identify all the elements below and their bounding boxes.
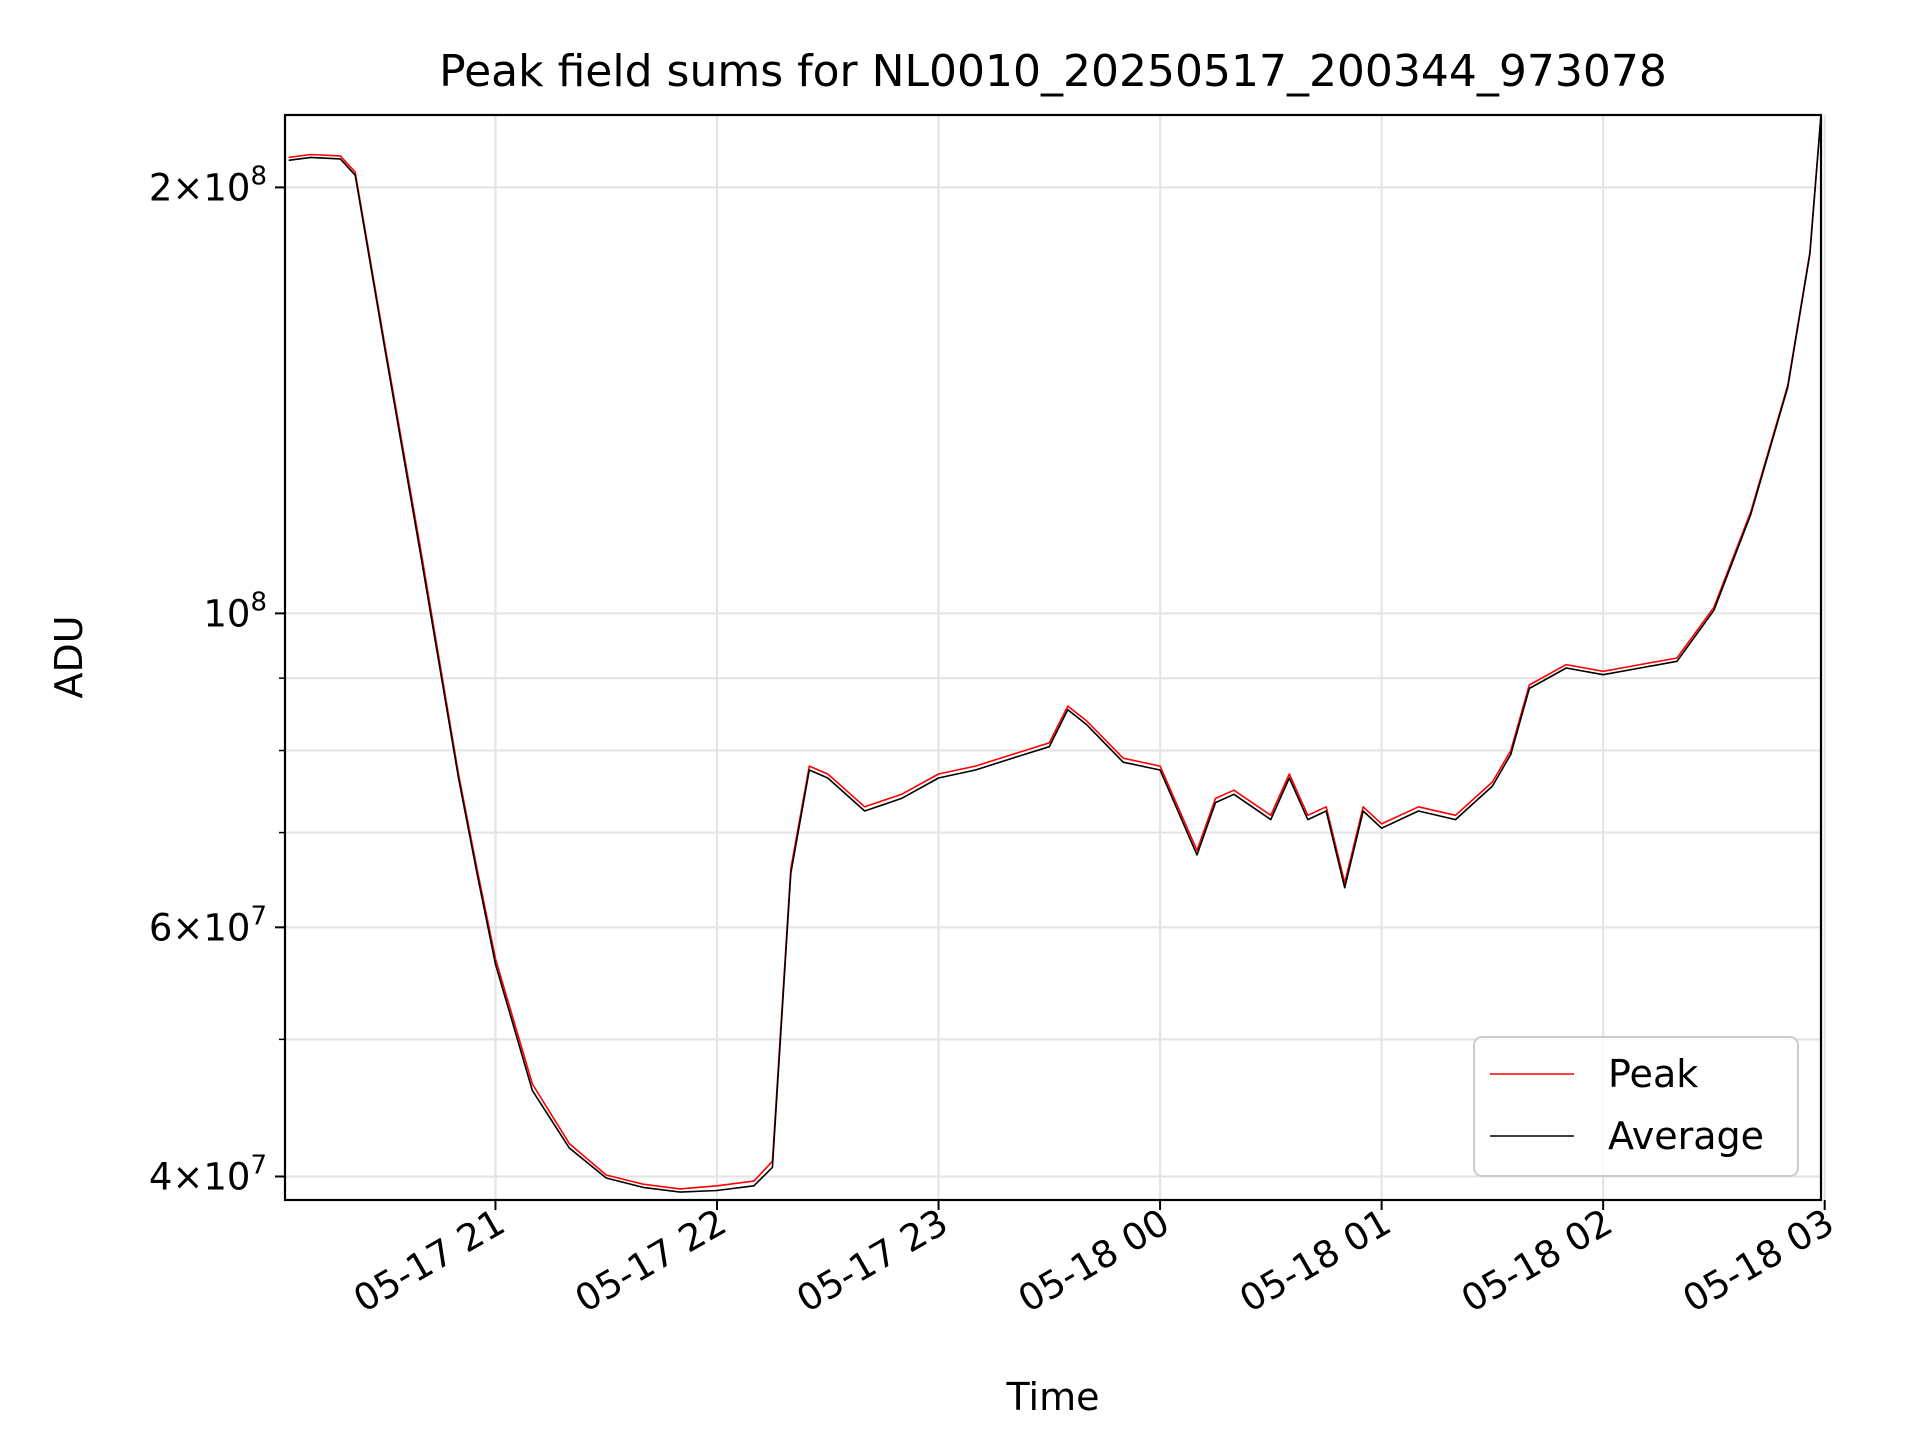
legend-box <box>1473 1036 1799 1177</box>
series-layer <box>288 114 1822 1193</box>
legend-label-peak: Peak <box>1608 1052 1698 1096</box>
series-line-peak <box>288 114 1822 1190</box>
x-axis-label: Time <box>1006 1375 1100 1419</box>
series-line-average <box>288 114 1822 1193</box>
y-axis-label: ADU <box>47 615 91 698</box>
plot-frame <box>283 113 1823 1202</box>
y-tick-label: 2×108 <box>149 161 267 209</box>
legend-label-average: Average <box>1608 1114 1764 1158</box>
chart-title: Peak field sums for NL0010_20250517_2003… <box>439 46 1667 97</box>
y-tick-label: 4×107 <box>149 1151 267 1199</box>
legend: Peak Average <box>1473 1036 1799 1177</box>
grid <box>285 115 1826 1200</box>
y-tick-label: 6×107 <box>149 901 267 949</box>
